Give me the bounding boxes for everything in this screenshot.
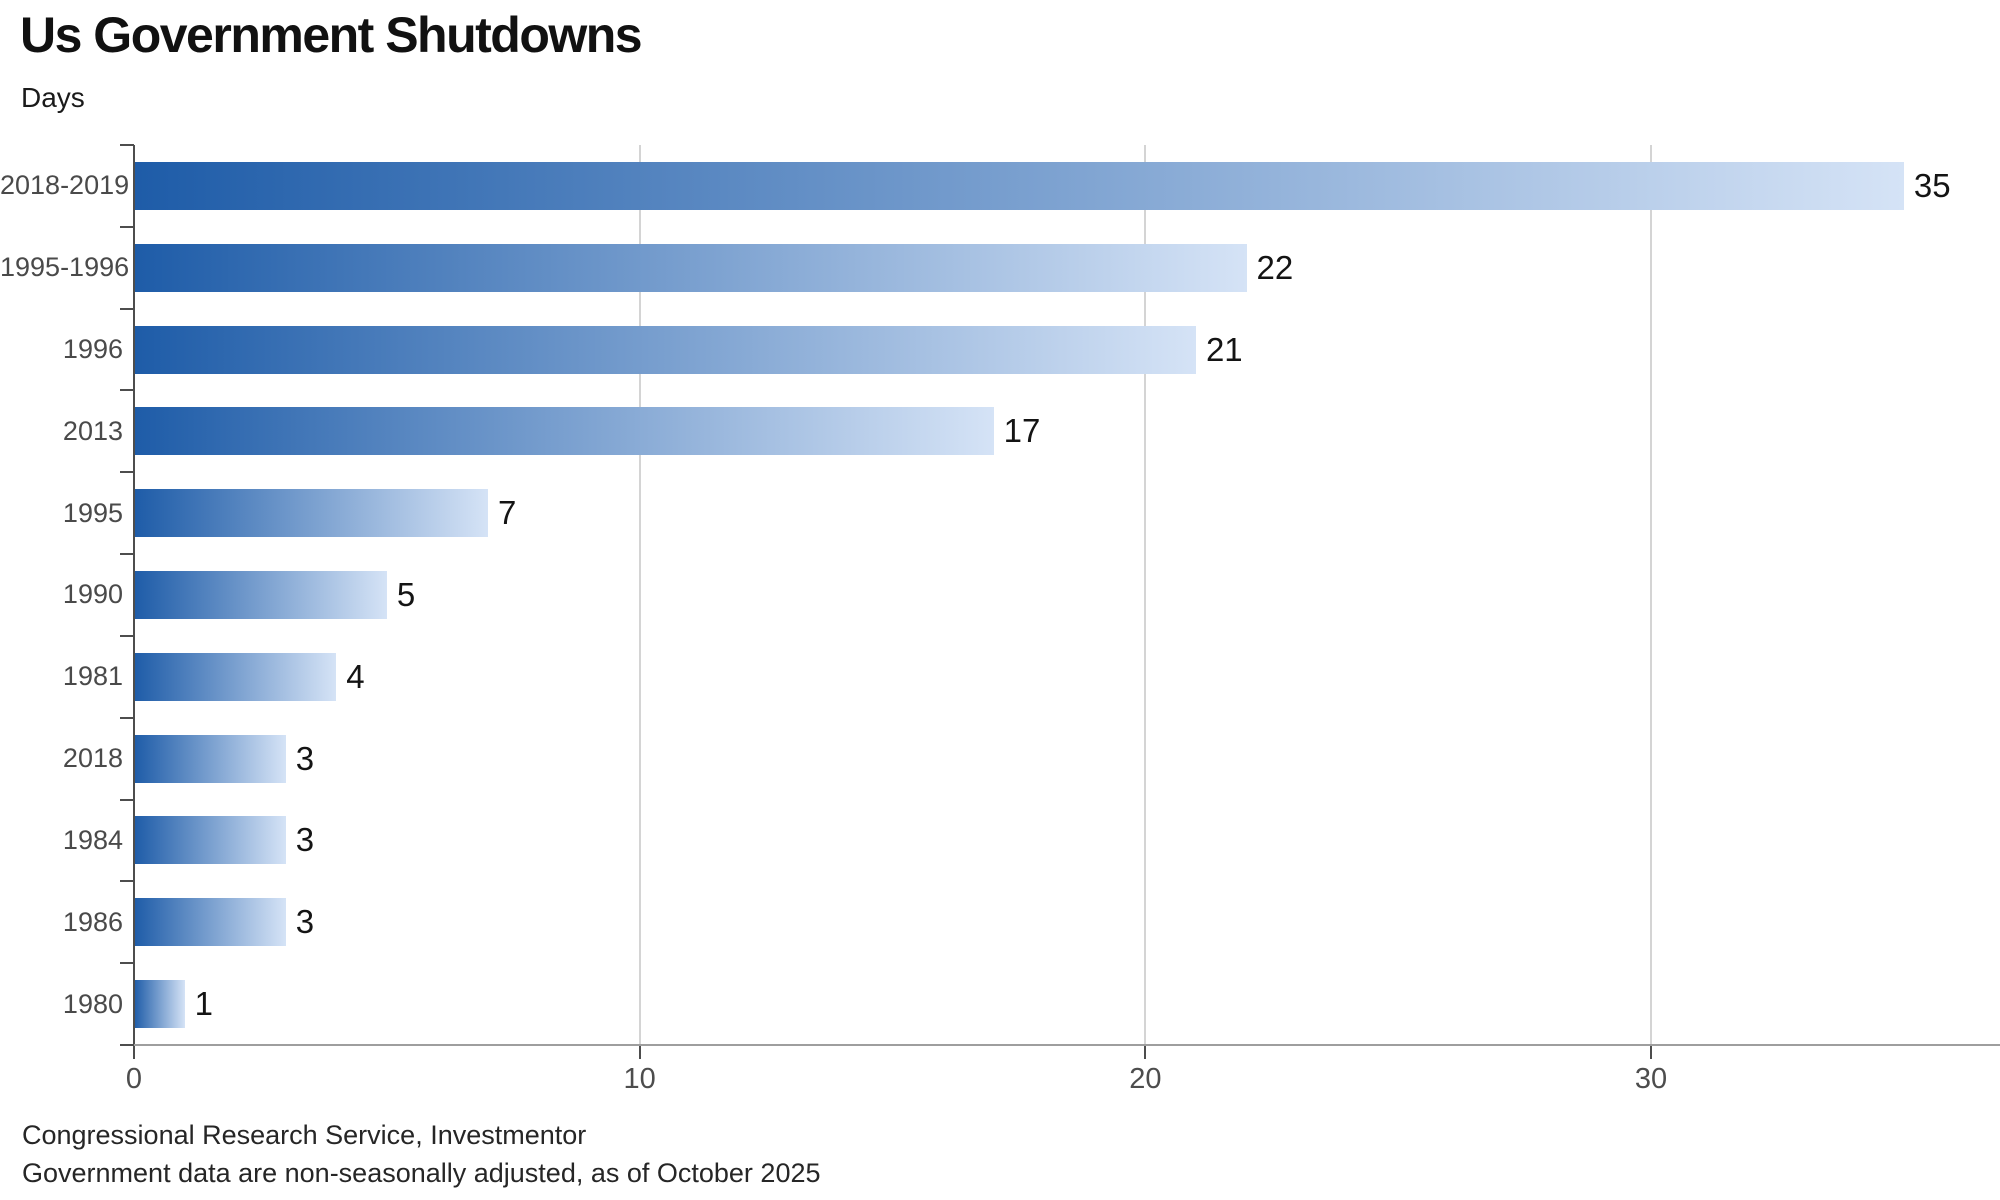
chart-row: 1996 21 <box>0 309 2000 391</box>
category-label: 1996 <box>62 334 123 365</box>
y-axis-tick <box>120 307 134 310</box>
y-axis-tick <box>120 389 134 392</box>
chart-row: 1986 3 <box>0 881 2000 963</box>
gridline-20 <box>1144 145 1147 1045</box>
y-axis-line <box>133 145 135 1045</box>
bar-1996[interactable] <box>134 325 1196 374</box>
gridline-10 <box>638 145 641 1045</box>
y-axis-tick <box>120 716 134 719</box>
category-label: 2018-2019 <box>0 170 130 201</box>
bar-area: 21 <box>134 309 2000 391</box>
y-axis-tick <box>120 880 134 883</box>
bar-1981[interactable] <box>134 652 337 701</box>
y-axis-ticks <box>0 144 2000 1046</box>
category-label: 2018 <box>62 743 123 774</box>
value-label: 1 <box>194 985 213 1023</box>
x-axis-tick-label: 20 <box>1129 1063 1162 1095</box>
value-label: 3 <box>295 821 315 859</box>
bar-area: 17 <box>134 390 2000 472</box>
category-label: 1990 <box>62 579 123 610</box>
y-axis-tick <box>120 553 134 556</box>
x-axis-line <box>134 1044 2000 1046</box>
y-axis-tick <box>120 1044 134 1046</box>
plot-grid-layer: 0 10 20 30 <box>126 145 2000 1095</box>
value-label: 21 <box>1205 330 1243 368</box>
bar-area: 3 <box>134 718 2000 800</box>
chart-row: 1995 7 <box>0 472 2000 554</box>
value-label: 3 <box>295 739 315 777</box>
x-axis-tick-label: 30 <box>1634 1063 1668 1095</box>
bar-rows: 2018-2019 35 1995-1996 22 1996 21 2013 17 1995 7 1… <box>0 145 2000 1045</box>
x-axis-tick-30 <box>1650 1046 1653 1059</box>
chart-row: 1990 5 <box>0 554 2000 636</box>
y-axis-tick <box>120 962 134 965</box>
value-label: 35 <box>1913 166 1951 204</box>
category-label: 1995-1996 <box>0 252 130 283</box>
y-axis-tick <box>120 225 134 228</box>
bar-1995-1996[interactable] <box>134 243 1247 292</box>
category-label: 2013 <box>62 415 123 446</box>
value-unit-label: Days <box>21 82 85 113</box>
x-axis-tick-10 <box>638 1046 641 1059</box>
category-label: 1984 <box>62 824 123 855</box>
value-label: 7 <box>497 494 517 532</box>
bar-area: 7 <box>134 472 2000 554</box>
bar-2018[interactable] <box>134 734 286 783</box>
x-axis-tick-label: 10 <box>623 1063 656 1095</box>
category-label: 1980 <box>62 988 123 1019</box>
chart-row: 2013 17 <box>0 390 2000 472</box>
chart-row: 1984 3 <box>0 800 2000 882</box>
bar-area: 35 <box>134 145 2000 227</box>
bar-2013[interactable] <box>134 407 994 456</box>
bar-area: 5 <box>134 554 2000 636</box>
bar-1986[interactable] <box>134 898 286 947</box>
chart-row: 1981 4 <box>0 636 2000 718</box>
bar-area: 22 <box>134 227 2000 309</box>
category-label: 1986 <box>62 906 123 937</box>
category-label: 1995 <box>62 497 123 528</box>
source-text: Congressional Research Service, Investme… <box>22 1120 587 1150</box>
gridline-30 <box>1650 145 1653 1045</box>
bar-area: 4 <box>134 636 2000 718</box>
bar-1995[interactable] <box>134 489 488 538</box>
bar-1990[interactable] <box>134 570 387 619</box>
value-label: 3 <box>295 903 315 941</box>
value-label: 22 <box>1256 248 1294 286</box>
x-axis-tick-0 <box>133 1046 135 1059</box>
category-label: 1981 <box>62 661 123 692</box>
bar-1980[interactable] <box>134 980 185 1029</box>
bar-1984[interactable] <box>134 816 286 865</box>
chart-row: 1995-1996 22 <box>0 227 2000 309</box>
chart-row: 1980 1 <box>0 963 2000 1045</box>
chart-row: 2018 3 <box>0 718 2000 800</box>
y-axis-tick <box>120 798 134 801</box>
x-axis-tick-label: 0 <box>125 1063 143 1095</box>
value-label: 4 <box>346 657 365 695</box>
chart-footer: Congressional Research Service, Investme… <box>22 1116 821 1192</box>
chart-title: Us Government Shutdowns <box>20 7 643 63</box>
y-axis-tick <box>120 471 134 474</box>
bar-area: 1 <box>134 963 2000 1045</box>
x-axis-tick-20 <box>1144 1046 1147 1059</box>
bar-2018-2019[interactable] <box>134 161 1904 210</box>
note-text: Government data are non-seasonally adjus… <box>22 1158 821 1188</box>
bar-area: 3 <box>134 800 2000 882</box>
plot-area: 0 10 20 30 2018-2019 35 1995-1996 22 1996 21 2013… <box>0 144 2000 1095</box>
chart-row: 2018-2019 35 <box>0 145 2000 227</box>
value-label: 5 <box>396 575 416 613</box>
bar-area: 3 <box>134 881 2000 963</box>
y-axis-tick <box>120 634 134 637</box>
y-axis-tick <box>120 144 134 146</box>
value-label: 17 <box>1003 412 1041 450</box>
